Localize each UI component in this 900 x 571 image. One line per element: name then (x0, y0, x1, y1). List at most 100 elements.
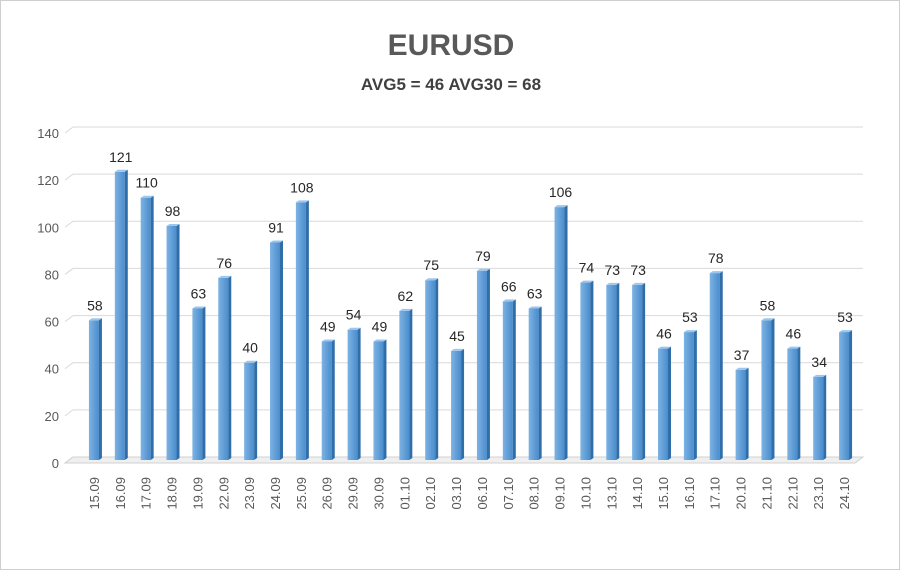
bar-top (244, 360, 258, 363)
bar-top (270, 240, 283, 243)
bar-top (114, 169, 128, 172)
data-label: 76 (216, 255, 232, 271)
bar (761, 318, 775, 460)
bar (709, 271, 723, 460)
bar-side (668, 346, 671, 460)
bar (114, 169, 128, 461)
bar-top (839, 330, 853, 333)
bar (580, 280, 594, 460)
gridline (64, 173, 863, 181)
data-label: 78 (708, 250, 724, 266)
bar (166, 224, 180, 460)
bar-top (321, 339, 335, 342)
bar-side (409, 308, 413, 460)
bar-front (502, 301, 513, 460)
bar-front (606, 284, 617, 460)
bar (451, 348, 465, 460)
bar-front (347, 329, 358, 460)
bar-side (461, 348, 465, 460)
bar-top (451, 348, 465, 351)
bar-front (658, 348, 668, 460)
bar-side (616, 282, 620, 460)
x-tick-label: 13.10 (604, 477, 619, 510)
bar-top (735, 367, 749, 370)
x-tick-label: 09.10 (553, 477, 568, 510)
bar-side (383, 339, 387, 460)
data-label: 110 (136, 175, 159, 191)
bar-front (528, 308, 539, 460)
data-label: 66 (501, 278, 517, 294)
x-tick-label: 01.10 (397, 477, 412, 510)
x-tick-label: 20.10 (734, 477, 749, 510)
gridline (64, 220, 863, 228)
bar-top (787, 346, 801, 349)
data-label: 53 (837, 309, 853, 325)
data-label: 79 (475, 248, 491, 264)
bar-front (373, 341, 384, 460)
bar (347, 327, 361, 460)
bar-front (451, 350, 462, 460)
bar-front (321, 341, 332, 460)
gridline (64, 409, 863, 417)
bar-side (719, 271, 723, 460)
bar (632, 282, 646, 460)
bar-front (476, 270, 487, 460)
bar-top (218, 275, 232, 278)
bar-front (761, 320, 772, 460)
bar-side (280, 240, 283, 460)
x-tick-label: 29.09 (346, 477, 361, 510)
bar (192, 306, 206, 460)
bar-front (787, 348, 798, 460)
bar-top (528, 306, 542, 309)
bar-side (642, 282, 646, 460)
bar-side (590, 280, 594, 460)
x-tick-label: 16.10 (682, 477, 697, 510)
bar-top (606, 282, 620, 285)
data-label: 40 (242, 340, 258, 356)
data-label: 49 (372, 319, 388, 335)
bar-top (373, 339, 387, 342)
bar-top (140, 195, 154, 198)
bar (839, 330, 853, 460)
y-tick-label: 40 (45, 362, 59, 377)
y-tick-label: 20 (45, 409, 59, 424)
chart-title: EURUSD (387, 29, 515, 62)
bar-side (564, 205, 568, 460)
bar (554, 205, 568, 460)
bar-side (823, 374, 827, 460)
bar-front (114, 171, 125, 461)
data-label: 75 (423, 257, 439, 273)
gridline (64, 267, 863, 275)
y-tick-label: 100 (37, 220, 59, 235)
bar-side (150, 195, 154, 460)
bar (425, 278, 439, 460)
bar-side (486, 268, 490, 460)
x-tick-label: 15.09 (87, 477, 102, 510)
x-tick-label: 26.09 (320, 477, 335, 510)
x-tick-label: 10.10 (578, 477, 593, 510)
data-label: 121 (109, 149, 133, 165)
bar-front (554, 207, 565, 460)
bar-side (771, 318, 775, 460)
bar-side (538, 306, 542, 460)
x-tick-label: 07.10 (501, 477, 516, 510)
x-tick-label: 19.09 (190, 477, 205, 510)
bar-top (399, 308, 413, 311)
bar-front (580, 282, 591, 460)
bar-top (580, 280, 594, 283)
x-tick-label: 21.10 (759, 477, 774, 510)
y-tick-label: 60 (45, 315, 59, 330)
data-label: 54 (346, 307, 362, 323)
bar (735, 367, 749, 460)
bar (813, 374, 827, 460)
x-tick-label: 17.10 (708, 477, 723, 510)
bar (476, 268, 490, 460)
bar-side (98, 318, 102, 460)
bar-side (745, 367, 749, 460)
x-tick-label: 22.10 (785, 477, 800, 510)
x-tick-label: 02.10 (423, 477, 438, 510)
bar (244, 360, 258, 460)
bar-side (357, 327, 361, 460)
